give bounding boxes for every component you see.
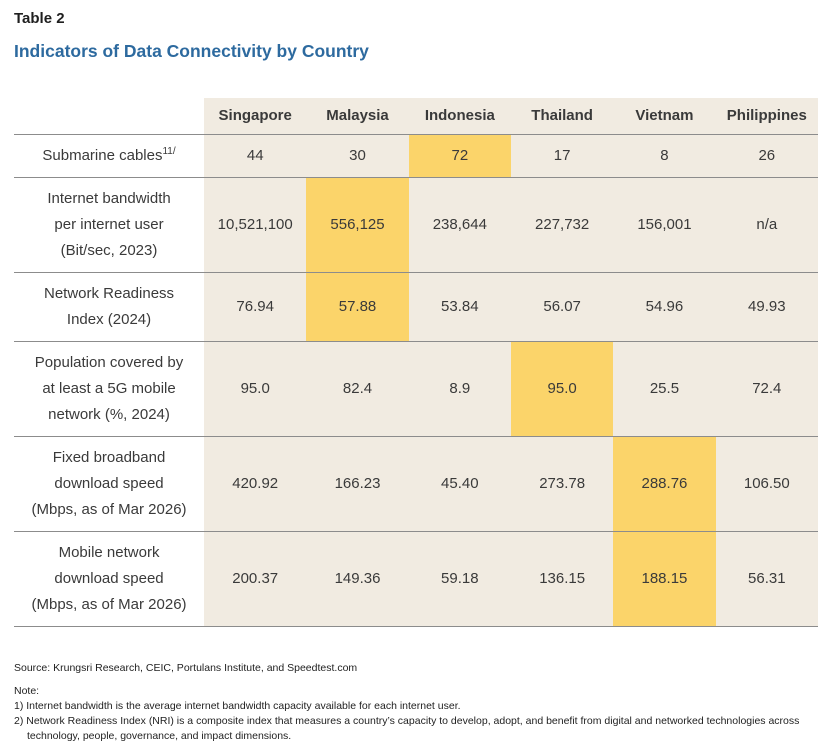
data-cell: 26 <box>715 134 818 178</box>
row-label: Population covered by at least a 5G mobi… <box>14 341 205 437</box>
column-header-indonesia: Indonesia <box>408 98 511 135</box>
footnote-marker: 11/ <box>162 146 176 157</box>
data-cell-highlighted: 57.88 <box>306 272 409 342</box>
data-cell-highlighted: 188.15 <box>613 531 716 627</box>
table-corner-cell <box>14 98 205 135</box>
table-header-row: Singapore Malaysia Indonesia Thailand Vietna… <box>14 98 818 135</box>
data-cell: 53.84 <box>408 272 511 342</box>
data-cell: 156,001 <box>613 177 716 273</box>
page-title: Indicators of Data Connectivity by Count… <box>14 41 369 61</box>
footnote-2: 2) Network Readiness Index (NRI) is a co… <box>14 715 800 742</box>
data-cell: 25.5 <box>613 341 716 437</box>
data-cell: 149.36 <box>306 531 409 627</box>
column-header-philippines: Philippines <box>715 98 818 135</box>
data-cell: 56.31 <box>715 531 818 627</box>
data-cell: 44 <box>204 134 307 178</box>
data-cell: 56.07 <box>510 272 614 342</box>
column-header-singapore: Singapore <box>204 98 307 135</box>
table-row: Internet bandwidth per internet user (Bi… <box>14 177 818 273</box>
table-row: Mobile network download speed (Mbps, as … <box>14 531 818 627</box>
data-cell: 227,732 <box>510 177 614 273</box>
table-body: Submarine cables11/44 30 72 17 8 26 Internet b… <box>14 134 818 627</box>
row-label: Internet bandwidth per internet user (Bi… <box>14 177 205 273</box>
table-number: Table 2 <box>14 10 65 27</box>
data-cell: 95.0 <box>204 341 307 437</box>
data-cell: 136.15 <box>510 531 614 627</box>
table-footnotes: Source: Krungsri Research, CEIC, Portula… <box>14 661 826 744</box>
data-cell: 30 <box>306 134 409 178</box>
data-cell-highlighted: 95.0 <box>510 341 614 437</box>
data-cell: 8.9 <box>408 341 511 437</box>
note-label: Note: <box>14 685 40 697</box>
table-row: Population covered by at least a 5G mobi… <box>14 341 818 437</box>
data-cell: 54.96 <box>613 272 716 342</box>
row-label: Fixed broadband download speed (Mbps, as… <box>14 436 205 532</box>
data-cell: 420.92 <box>204 436 307 532</box>
column-header-malaysia: Malaysia <box>306 98 409 135</box>
footnote-1: 1) Internet bandwidth is the average int… <box>14 700 461 712</box>
source-line: Source: Krungsri Research, CEIC, Portula… <box>14 662 358 674</box>
data-cell-highlighted: 288.76 <box>613 436 716 532</box>
table-row: Submarine cables11/44 30 72 17 8 26 <box>14 134 818 178</box>
data-cell: 76.94 <box>204 272 307 342</box>
data-cell: 72.4 <box>715 341 818 437</box>
data-cell: 8 <box>613 134 716 178</box>
data-cell: 59.18 <box>408 531 511 627</box>
data-connectivity-table: Singapore Malaysia Indonesia Thailand Vietna… <box>14 98 818 627</box>
column-header-vietnam: Vietnam <box>613 98 716 135</box>
data-cell: 106.50 <box>715 436 818 532</box>
table-row: Fixed broadband download speed (Mbps, as… <box>14 436 818 532</box>
data-cell: 166.23 <box>306 436 409 532</box>
data-cell-highlighted: 72 <box>408 134 511 178</box>
row-label: Mobile network download speed (Mbps, as … <box>14 531 205 627</box>
data-cell: 82.4 <box>306 341 409 437</box>
data-cell: 49.93 <box>715 272 818 342</box>
data-cell: 200.37 <box>204 531 307 627</box>
data-cell: 273.78 <box>510 436 614 532</box>
data-cell: n/a <box>715 177 818 273</box>
column-header-thailand: Thailand <box>510 98 614 135</box>
data-cell-highlighted: 556,125 <box>306 177 409 273</box>
data-cell: 10,521,100 <box>204 177 307 273</box>
table-row: Network Readiness Index (2024) 76.94 57.88… <box>14 272 818 342</box>
data-cell: 17 <box>510 134 614 178</box>
row-label: Network Readiness Index (2024) <box>14 272 205 342</box>
row-label: Submarine cables11/ <box>14 134 205 178</box>
data-cell: 45.40 <box>408 436 511 532</box>
data-cell: 238,644 <box>408 177 511 273</box>
